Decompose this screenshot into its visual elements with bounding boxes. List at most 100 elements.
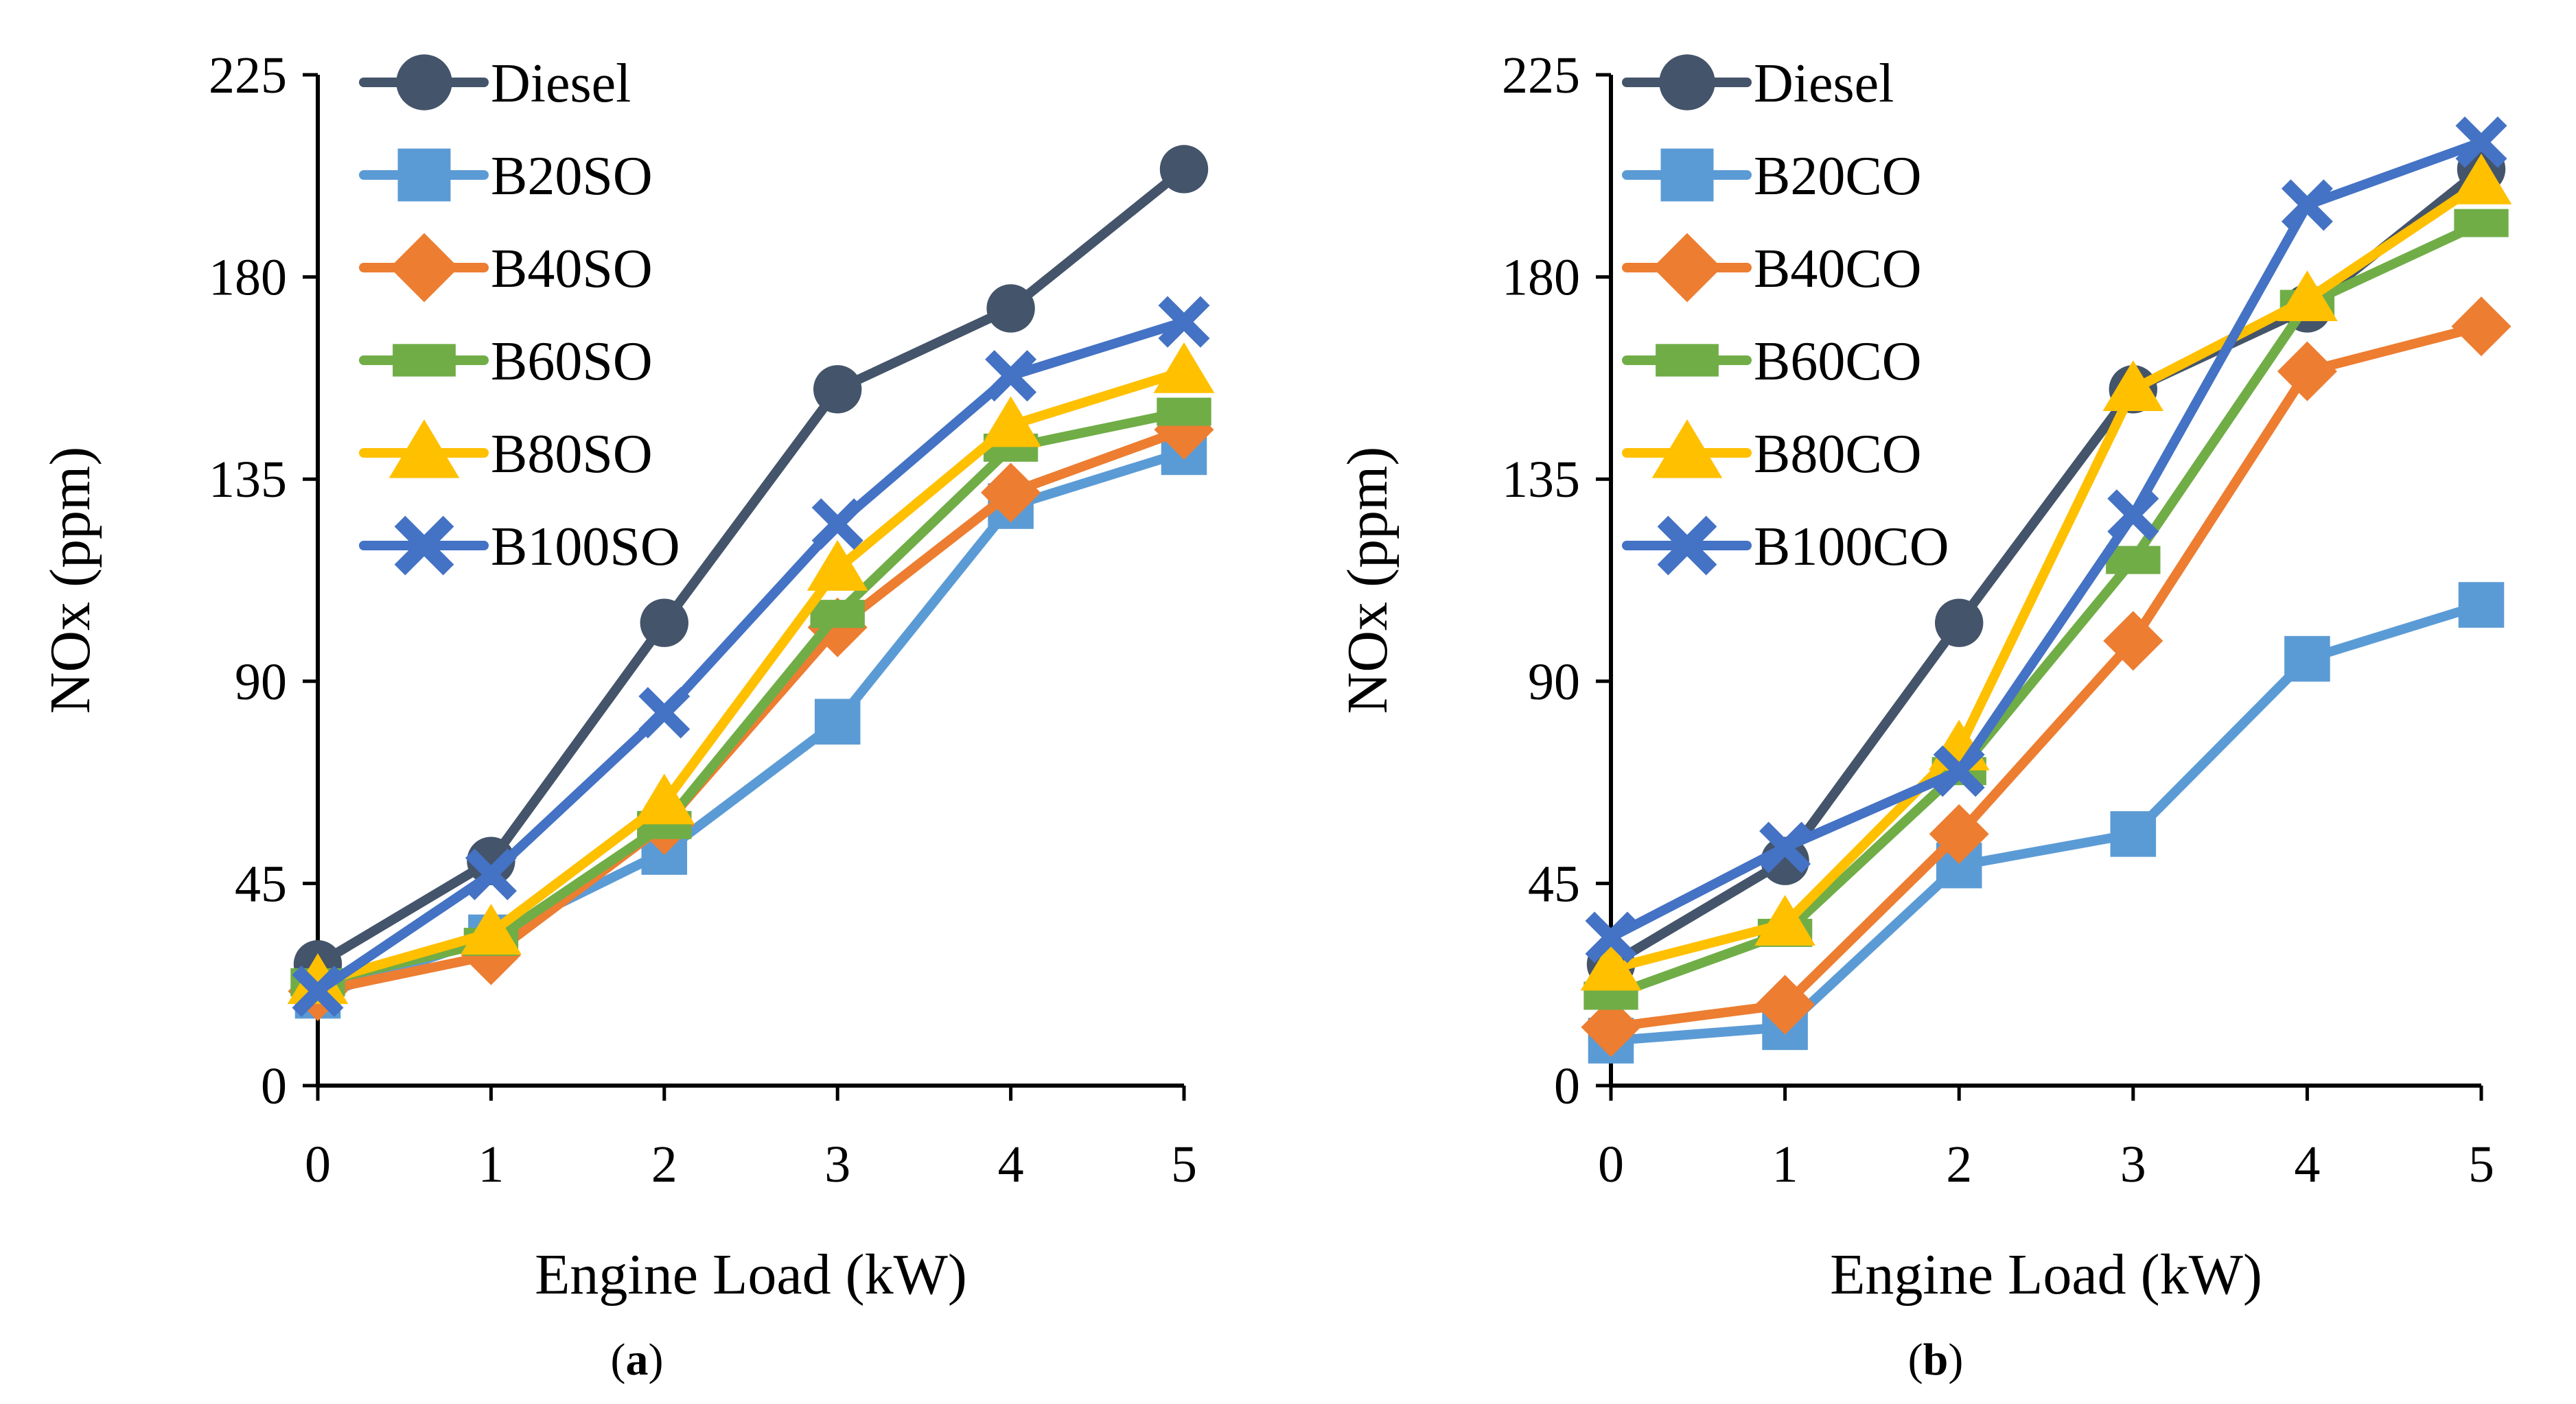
series-line (1606, 137, 2486, 942)
x-tick-label: 0 (1598, 1136, 1624, 1193)
series-b20co (1588, 582, 2505, 1064)
data-point (467, 836, 515, 885)
series-line (1606, 218, 2486, 1001)
series-line (1606, 600, 2486, 1046)
x-tick-label: 3 (824, 1136, 850, 1193)
y-tick-label: 135 (1502, 451, 1580, 508)
legend-label: B80SO (491, 424, 653, 484)
legend-marker (396, 54, 452, 110)
y-tick-label: 45 (1528, 855, 1580, 913)
data-point (980, 396, 1041, 447)
data-point (2107, 489, 2159, 541)
y-axis-title: NOx (ppm) (38, 447, 102, 714)
legend-item-b40co: B40CO (1622, 233, 1922, 303)
legend-label: B20CO (1754, 146, 1922, 207)
legend-marker (394, 515, 454, 576)
y-axis-title: NOx (ppm) (1336, 447, 1400, 714)
data-point (1157, 397, 1211, 426)
legend-label: B40SO (491, 239, 653, 299)
data-point (461, 904, 522, 955)
data-point (2454, 209, 2509, 237)
series-b60co (1583, 209, 2509, 1010)
data-point (814, 699, 861, 745)
series-line (313, 317, 1189, 996)
x-tick-label: 5 (1171, 1136, 1197, 1193)
data-point (638, 687, 691, 739)
data-point (2455, 116, 2507, 168)
legend-label: B60SO (491, 331, 653, 392)
y-tick-label: 180 (209, 249, 287, 307)
legend-item-diesel: Diesel (1622, 54, 1894, 114)
data-point (1158, 296, 1210, 348)
data-point (1581, 997, 1641, 1057)
x-tick-label: 4 (2294, 1136, 2320, 1193)
x-tick-label: 0 (305, 1136, 331, 1193)
series-b100co (1585, 116, 2507, 963)
data-point (1159, 145, 1209, 194)
data-point (292, 966, 344, 1018)
data-point (1759, 821, 1811, 874)
legend-marker (388, 419, 460, 478)
data-point (813, 365, 862, 414)
series-line (1606, 178, 2486, 974)
x-tick-label: 5 (2468, 1136, 2494, 1193)
data-point (986, 284, 1035, 333)
legend-item-b60so: B60SO (359, 331, 653, 392)
x-tick-label: 1 (1772, 1136, 1798, 1193)
legend-item-diesel: Diesel (359, 54, 631, 114)
data-point (2281, 179, 2333, 231)
legend-marker (1657, 515, 1717, 576)
data-point (2458, 582, 2505, 628)
data-point (810, 600, 865, 629)
legend-label: Diesel (491, 54, 631, 114)
x-axis-title: Engine Load (kW) (1830, 1243, 2262, 1307)
data-point (1933, 745, 1985, 797)
legend-marker (397, 148, 451, 202)
data-point (2103, 611, 2163, 671)
legend-item-b20so: B20SO (359, 146, 653, 207)
y-tick-label: 90 (1528, 653, 1580, 711)
legend-item-b100co: B100CO (1622, 515, 1949, 577)
legend: Diesel B20SO B40SO B60SO B80SO B100SO (359, 54, 680, 577)
data-point (2450, 153, 2512, 204)
y-tick-label: 225 (1502, 47, 1580, 104)
series-b80so (287, 342, 1215, 1005)
data-point (1754, 895, 1815, 946)
legend-item-b80so: B80SO (359, 419, 653, 484)
data-point (287, 953, 349, 1005)
x-tick-label: 2 (651, 1136, 677, 1193)
legend-label: B100CO (1754, 517, 1949, 577)
legend-marker (1659, 54, 1715, 110)
data-point (2277, 341, 2337, 401)
legend-label: Diesel (1754, 54, 1894, 114)
y-tick-label: 45 (235, 855, 287, 913)
legend-label: B60CO (1754, 331, 1922, 392)
data-point (2106, 546, 2161, 574)
y-tick-label: 225 (209, 47, 287, 104)
x-tick-label: 1 (478, 1136, 504, 1193)
y-tick-label: 90 (235, 653, 287, 711)
data-point (465, 848, 517, 900)
series-b100so (292, 296, 1210, 1018)
legend-label: B20SO (491, 146, 653, 207)
series-line (313, 164, 1189, 970)
data-point (2110, 811, 2157, 857)
data-point (1935, 598, 1984, 647)
series-b40so (288, 399, 1214, 1022)
legend-marker (1652, 233, 1722, 303)
x-tick-label: 2 (1946, 1136, 1972, 1193)
x-tick-label: 3 (2120, 1136, 2146, 1193)
data-point (2284, 635, 2330, 682)
data-point (1929, 804, 1989, 864)
series-b40co (1581, 296, 2511, 1057)
data-point (2277, 270, 2338, 322)
legend-item-b60co: B60CO (1622, 331, 1922, 392)
legend-item-b100so: B100SO (359, 515, 680, 577)
legend-label: B100SO (491, 517, 680, 577)
x-axis-title: Engine Load (kW) (535, 1243, 967, 1307)
legend-marker (393, 344, 456, 377)
y-tick-label: 180 (1502, 249, 1580, 307)
legend: Diesel B20CO B40CO B60CO B80CO B100CO (1622, 54, 1949, 577)
